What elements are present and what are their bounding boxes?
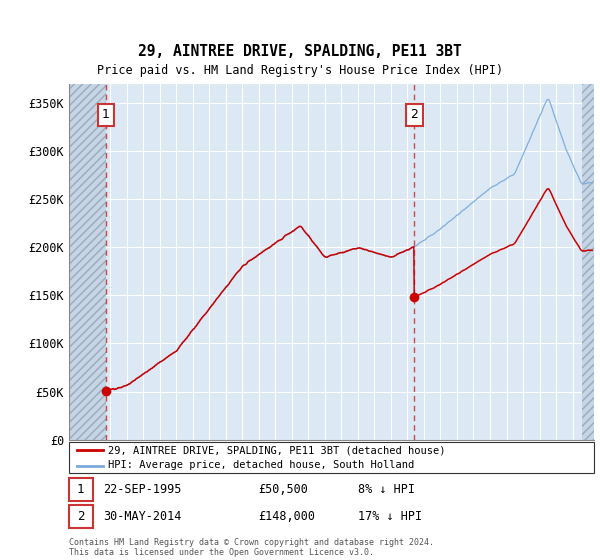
Text: 29, AINTREE DRIVE, SPALDING, PE11 3BT (detached house): 29, AINTREE DRIVE, SPALDING, PE11 3BT (d… — [109, 445, 446, 455]
Text: 1: 1 — [102, 108, 110, 122]
FancyBboxPatch shape — [69, 505, 92, 528]
Text: 22-SEP-1995: 22-SEP-1995 — [103, 483, 182, 496]
Text: 1: 1 — [77, 483, 84, 496]
Bar — [69, 84, 106, 440]
FancyBboxPatch shape — [69, 478, 92, 501]
Text: 8% ↓ HPI: 8% ↓ HPI — [358, 483, 415, 496]
FancyBboxPatch shape — [69, 442, 594, 473]
Text: £148,000: £148,000 — [258, 510, 315, 523]
Text: 30-MAY-2014: 30-MAY-2014 — [103, 510, 182, 523]
Bar — [583, 84, 594, 440]
Text: Price paid vs. HM Land Registry's House Price Index (HPI): Price paid vs. HM Land Registry's House … — [97, 64, 503, 77]
Text: £50,500: £50,500 — [258, 483, 308, 496]
Text: 17% ↓ HPI: 17% ↓ HPI — [358, 510, 422, 523]
Text: Contains HM Land Registry data © Crown copyright and database right 2024.
This d: Contains HM Land Registry data © Crown c… — [69, 538, 434, 557]
Text: 2: 2 — [77, 510, 84, 523]
Text: 29, AINTREE DRIVE, SPALDING, PE11 3BT: 29, AINTREE DRIVE, SPALDING, PE11 3BT — [138, 44, 462, 59]
Text: 2: 2 — [410, 108, 418, 122]
Text: HPI: Average price, detached house, South Holland: HPI: Average price, detached house, Sout… — [109, 460, 415, 470]
